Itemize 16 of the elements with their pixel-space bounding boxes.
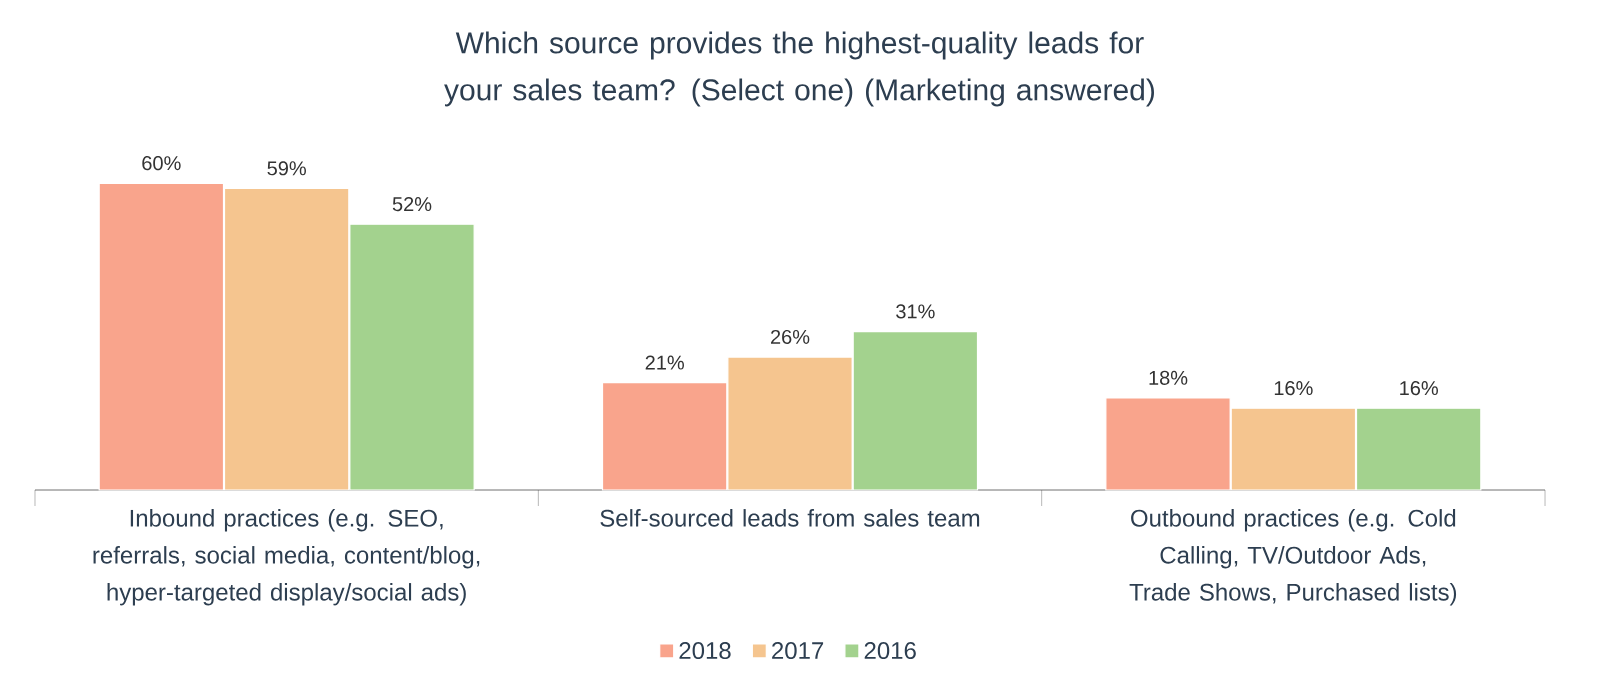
data-label: 21% [645, 355, 684, 370]
data-label: 31% [896, 304, 935, 319]
data-label: 26% [771, 329, 810, 345]
chart-title: Which source provides the highest-quality leads for your sales team? (Select one) (Marketing answered) [444, 31, 1154, 107]
legend-label: 2016 [864, 642, 916, 660]
x-tick-label: Inbound practices (e.g. SEO, referrals, social media, content/blog, hyper-targeted display/social ads) [93, 509, 480, 606]
data-label: 52% [392, 197, 432, 212]
data-label: 16% [1400, 381, 1438, 396]
data-label: 16% [1274, 381, 1313, 396]
legend-label: 2018 [679, 642, 731, 660]
x-tick-label: Self-sourced leads from sales team [600, 509, 980, 527]
data-label: 59% [267, 161, 306, 176]
x-tick-label: Outbound practices (e.g. Cold Calling, TV/Outdoor Ads, Trade Shows, Purchased lists) [1129, 509, 1457, 606]
data-label: 18% [1149, 370, 1188, 385]
data-label: 60% [142, 156, 181, 171]
legend-label: 2017 [772, 642, 824, 660]
